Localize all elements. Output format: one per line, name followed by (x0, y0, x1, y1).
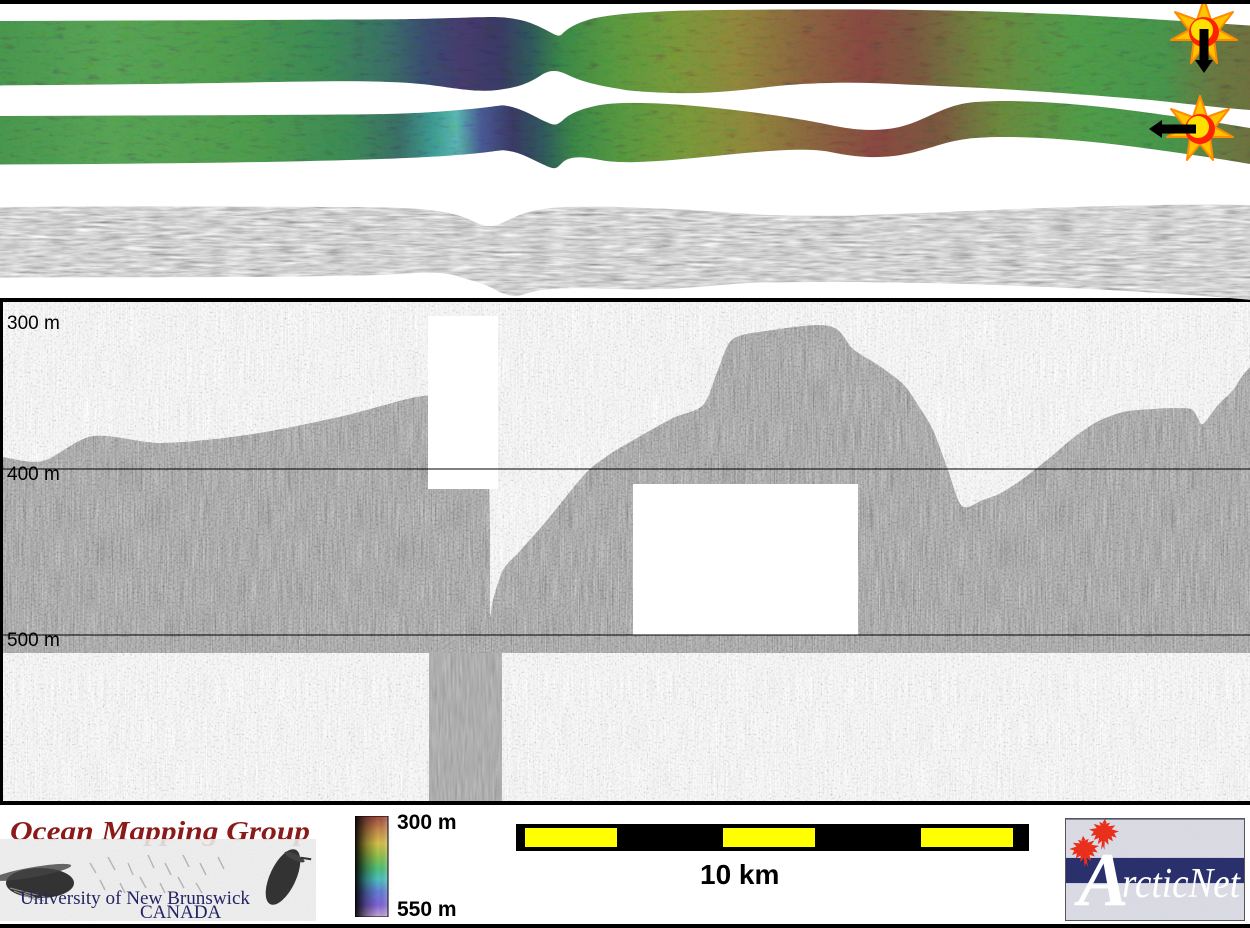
svg-text:A: A (1074, 838, 1129, 920)
svg-text:Ocean Mapping Group: Ocean Mapping Group (10, 816, 310, 846)
svg-text:CANADA: CANADA (140, 902, 222, 923)
svg-text:500 m: 500 m (7, 630, 60, 651)
svg-text:300 m: 300 m (7, 313, 60, 334)
svg-text:rcticNet: rcticNet (1122, 861, 1241, 907)
svg-text:400 m: 400 m (7, 464, 60, 485)
